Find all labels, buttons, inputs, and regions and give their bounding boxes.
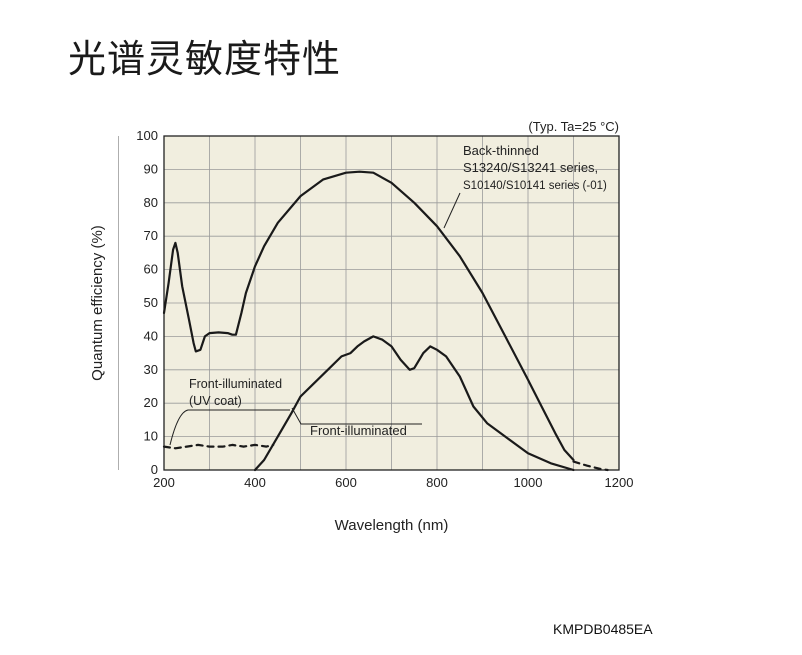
annotation-back-thinned-3: S10140/S10141 series (-01): [463, 180, 607, 192]
y-tick-label: 40: [144, 328, 158, 343]
x-axis-label: Wavelength (nm): [335, 517, 449, 534]
y-tick-label: 20: [144, 395, 158, 410]
series-line-2: [162, 443, 275, 450]
annotation-front: Front-illuminated: [310, 423, 407, 438]
y-tick-label: 70: [144, 228, 158, 243]
y-tick-label: 0: [151, 462, 158, 477]
conditions-label: (Typ. Ta=25 °C): [528, 119, 619, 134]
annotation-back-thinned-1: Back-thinned: [463, 143, 539, 158]
x-tick-label: 400: [244, 475, 266, 490]
annotation-front-uv-2: (UV coat): [189, 394, 242, 408]
leader-front: [291, 407, 422, 425]
y-tick-label: 90: [144, 161, 158, 176]
x-tick-label: 800: [426, 475, 448, 490]
y-tick-label: 80: [144, 195, 158, 210]
x-tick-label: 1000: [514, 475, 543, 490]
x-tick-label: 1200: [605, 475, 634, 490]
x-tick-label: 600: [335, 475, 357, 490]
y-tick-label: 30: [144, 362, 158, 377]
y-tick-label: 10: [144, 429, 158, 444]
y-tick-label: 60: [144, 262, 158, 277]
series-line-0: [162, 170, 575, 462]
annotation-back-thinned-2: S13240/S13241 series,: [463, 160, 598, 175]
page-title: 光谱灵敏度特性: [68, 37, 342, 81]
y-tick-label: 50: [144, 295, 158, 310]
figure-code: KMPDB0485EA: [553, 621, 653, 637]
plot-frame: [163, 135, 620, 471]
leader-back-thinned: [443, 192, 461, 229]
series-line-3: [572, 460, 609, 472]
x-tick-label: 200: [153, 475, 175, 490]
series-line-1: [253, 335, 575, 472]
y-axis-label: Quantum efficiency (%): [89, 225, 106, 381]
leader-front-uv: [169, 409, 290, 446]
annotation-front-uv-1: Front-illuminated: [189, 377, 282, 391]
y-tick-label: 100: [136, 128, 158, 143]
